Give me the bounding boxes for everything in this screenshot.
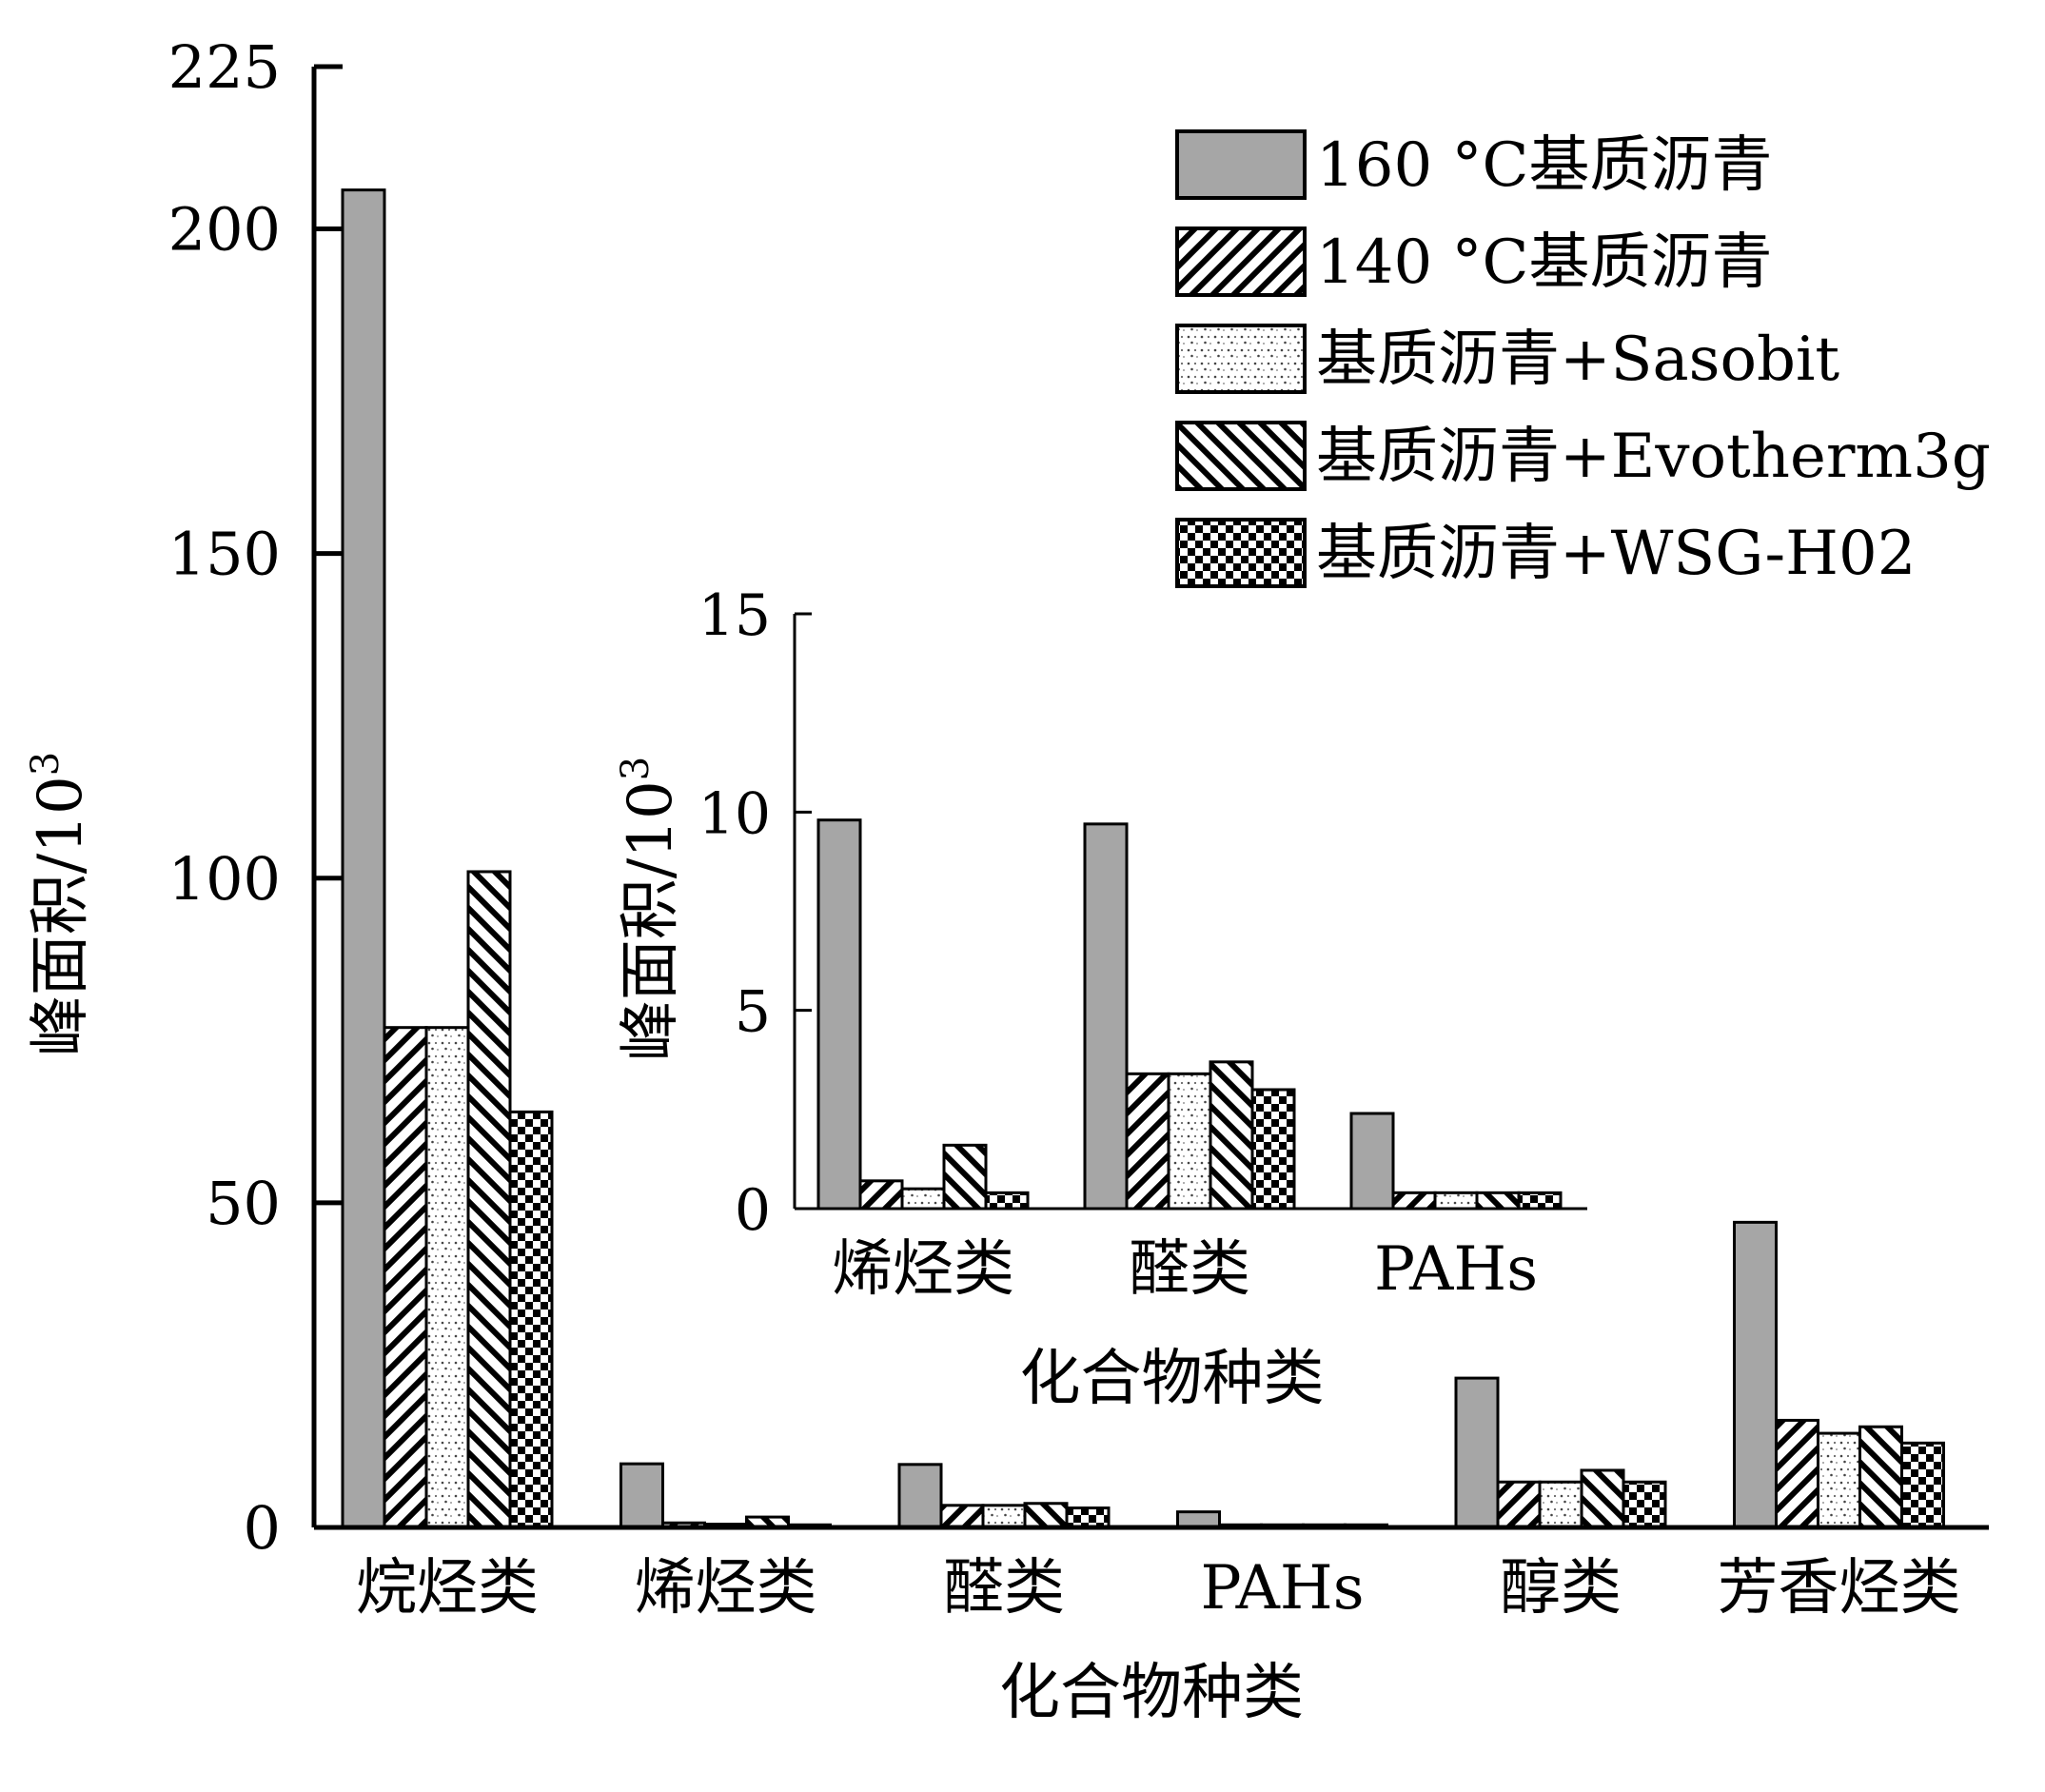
main-bar — [1454, 1376, 1500, 1529]
main-bar — [424, 1026, 470, 1529]
inset-y-axis-title: 峰面积/103 — [614, 757, 686, 1061]
main-y-tick-label: 50 — [206, 1169, 281, 1238]
main-y-axis-title-exponent: 3 — [24, 752, 68, 776]
inset-category-label: 烯烃类 — [832, 1234, 1014, 1305]
main-category-label: 醛类 — [943, 1553, 1065, 1624]
main-bar — [341, 188, 386, 1529]
legend-swatch — [1175, 226, 1307, 297]
main-bar — [981, 1504, 1027, 1529]
main-category-label: 烯烃类 — [635, 1553, 817, 1624]
main-bar — [1622, 1480, 1667, 1529]
inset-bar — [1475, 1191, 1521, 1211]
inset-y-tick-label: 10 — [698, 780, 771, 847]
inset-bar — [900, 1187, 946, 1211]
main-bar — [508, 1110, 554, 1529]
main-bar — [1065, 1506, 1111, 1529]
legend-label: 基质沥青+Evotherm3g — [1316, 422, 1991, 492]
inset-bar — [1391, 1191, 1437, 1211]
inset-category-label: PAHs — [1374, 1234, 1538, 1305]
inset-bar — [984, 1191, 1030, 1211]
main-bar — [1538, 1480, 1583, 1529]
main-chart: 烷烃类 烯烃类 醛类 PAHs 醇类 芳香烃类050100150200225化合物种类峰面… — [24, 32, 1989, 1728]
inset-category-label: 醛类 — [1129, 1234, 1250, 1305]
main-bar — [1775, 1418, 1819, 1529]
main-bar — [1580, 1468, 1625, 1529]
inset-bar — [1125, 1072, 1170, 1211]
main-bar — [1817, 1431, 1861, 1529]
main-y-tick-label: 150 — [168, 520, 281, 589]
inset-bar — [1167, 1072, 1212, 1211]
inset-x-axis-title: 化合物种类 — [1020, 1344, 1325, 1414]
main-bar — [1858, 1425, 1903, 1529]
main-bar — [619, 1462, 664, 1529]
legend-swatch — [1175, 129, 1307, 200]
inset-bar — [1349, 1112, 1395, 1211]
main-category-label: 醇类 — [1500, 1553, 1622, 1624]
inset-bar — [1083, 822, 1129, 1211]
main-bar — [897, 1463, 943, 1529]
inset-bar — [816, 818, 862, 1211]
main-category-label: 芳香烃类 — [1718, 1553, 1961, 1624]
main-bar — [1900, 1441, 1945, 1529]
main-y-axis-title-text: 峰面积/10 — [26, 776, 96, 1056]
inset-y-axis-title-exponent: 3 — [614, 757, 658, 780]
inset-bar — [1433, 1191, 1479, 1211]
legend-swatch — [1175, 421, 1307, 491]
main-bar — [939, 1504, 985, 1529]
inset-y-axis-title-text: 峰面积/10 — [616, 780, 686, 1061]
main-bar — [383, 1026, 428, 1529]
inset-y-tick-label: 5 — [735, 979, 771, 1046]
main-bar — [466, 870, 512, 1529]
inset-bar — [1517, 1191, 1563, 1211]
legend-label: 160 °C基质沥青 — [1316, 130, 1772, 201]
legend-label: 基质沥青+WSG-H02 — [1316, 519, 1916, 589]
main-bar — [1023, 1502, 1069, 1529]
inset-bar — [1209, 1060, 1254, 1211]
main-y-axis-title: 峰面积/103 — [24, 752, 96, 1056]
main-y-tick-label: 225 — [168, 32, 281, 102]
main-bar — [1733, 1220, 1778, 1529]
main-x-axis-title: 化合物种类 — [999, 1658, 1304, 1728]
inset-y-tick-label: 0 — [735, 1177, 771, 1244]
legend-swatch — [1175, 324, 1307, 394]
inset-y-tick-label: 15 — [698, 582, 771, 649]
main-y-tick-label: 0 — [244, 1493, 281, 1563]
legend-label: 基质沥青+Sasobit — [1316, 325, 1839, 395]
legend-swatch — [1175, 518, 1307, 588]
legend-label: 140 °C基质沥青 — [1316, 227, 1772, 298]
main-bar — [1496, 1480, 1542, 1529]
inset-bar — [942, 1143, 988, 1211]
main-y-tick-label: 200 — [168, 195, 281, 265]
main-y-tick-label: 100 — [168, 844, 281, 914]
inset-chart: 烯烃类 醛类 PAHs 0 5 10 15 化合物种类 峰面积/103 — [614, 582, 1587, 1414]
main-category-label: PAHs — [1200, 1553, 1364, 1624]
inset-bar — [858, 1179, 904, 1211]
inset-bar — [1250, 1088, 1296, 1211]
main-category-label: 烷烃类 — [356, 1553, 539, 1624]
